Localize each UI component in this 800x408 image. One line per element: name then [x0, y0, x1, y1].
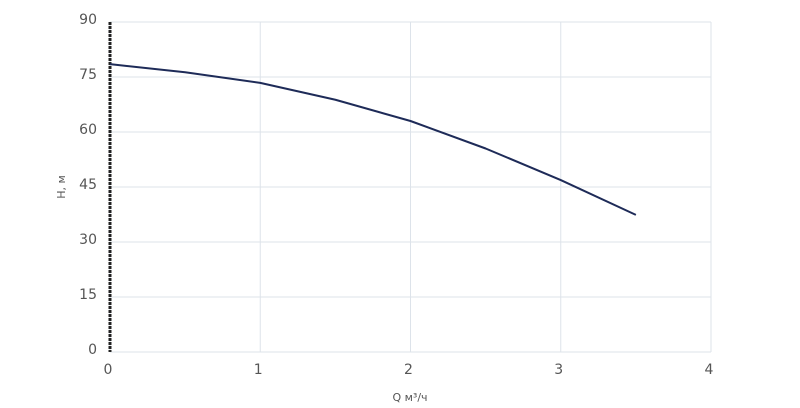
x-tick-label: 4: [705, 362, 714, 378]
y-tick-label: 90: [79, 12, 97, 28]
y-tick-label: 0: [88, 342, 97, 358]
y-tick-label: 15: [79, 287, 97, 303]
series-line: [109, 63, 637, 216]
x-tick-label: 2: [404, 362, 413, 378]
y-tick-label: 30: [79, 232, 97, 248]
y-tick-label: 45: [79, 177, 97, 193]
y-axis-label: H, м: [55, 175, 68, 199]
x-tick-label: 0: [104, 362, 113, 378]
x-axis-label: Q м³/ч: [392, 391, 427, 404]
x-tick-label: 3: [554, 362, 563, 378]
y-tick-label: 75: [79, 67, 97, 83]
x-tick-label: 1: [254, 362, 263, 378]
y-tick-label: 60: [79, 122, 97, 138]
